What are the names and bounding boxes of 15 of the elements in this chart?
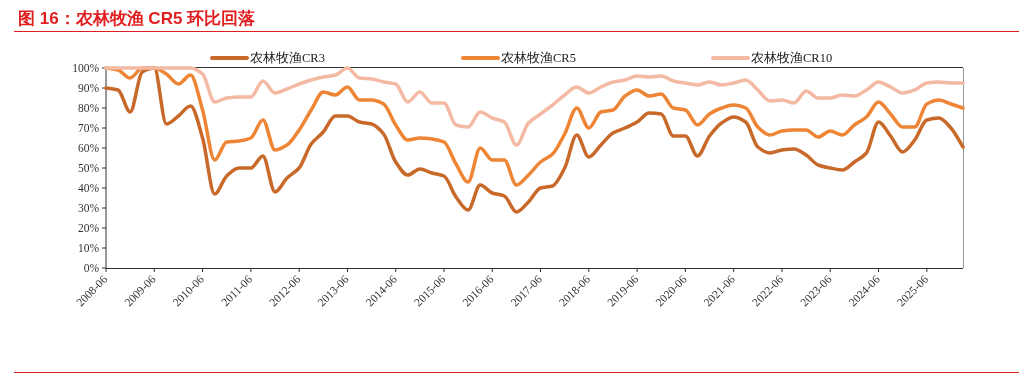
title: 图 16：农林牧渔 CR5 环比回落 [18, 9, 256, 28]
y-tick-label: 90% [77, 82, 100, 94]
legend-label: 农林牧渔CR3 [250, 51, 325, 65]
y-tick-label: 60% [77, 142, 100, 154]
y-tick-label: 30% [77, 202, 100, 214]
y-tick-label: 70% [77, 122, 100, 134]
legend-label: 农林牧渔CR10 [751, 51, 833, 65]
y-tick-label: 10% [77, 242, 100, 254]
y-tick-label: 0% [83, 262, 100, 274]
y-tick-label: 50% [77, 162, 100, 174]
y-tick-label: 100% [72, 62, 100, 74]
legend-label: 农林牧渔CR5 [501, 51, 576, 65]
y-tick-label: 40% [77, 182, 100, 194]
y-tick-label: 20% [77, 222, 100, 234]
y-tick-label: 80% [77, 102, 100, 114]
